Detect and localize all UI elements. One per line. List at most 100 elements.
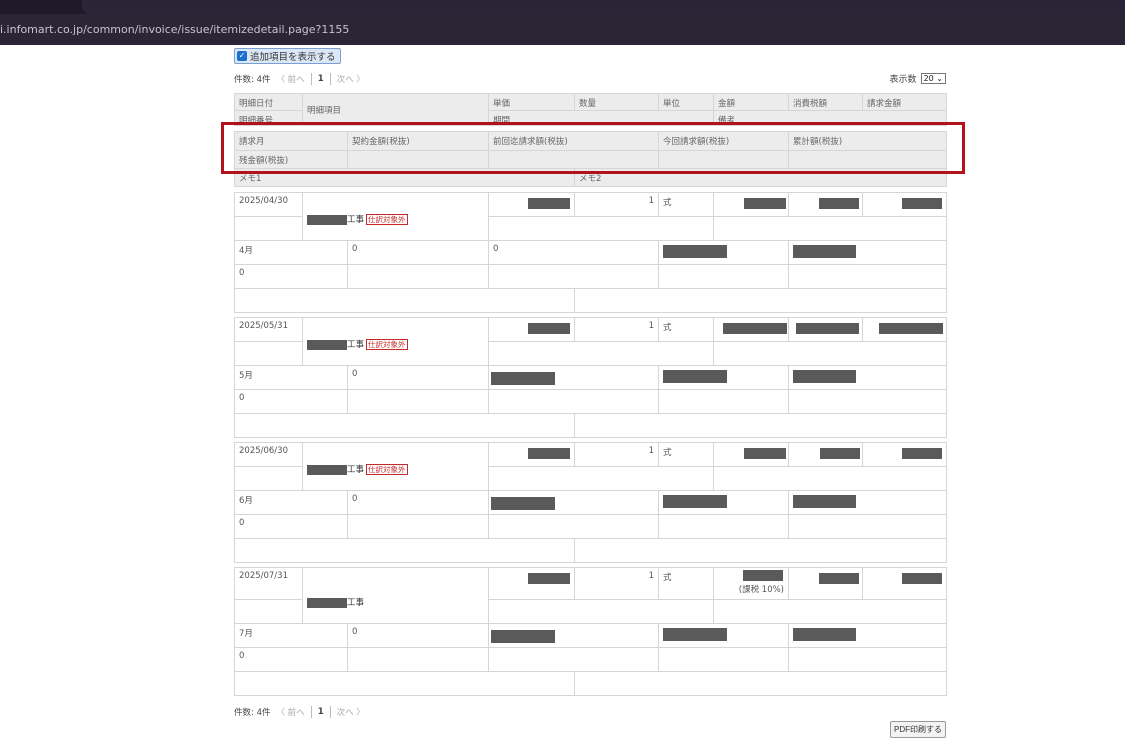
per-page-select[interactable]: 20 ⌄ xyxy=(920,73,946,84)
redacted-value xyxy=(793,370,856,383)
header-previous: 前回迄請求額(税抜) xyxy=(488,131,659,151)
row-memo2 xyxy=(574,538,947,563)
redacted-value xyxy=(902,198,942,209)
row-contract: 0 xyxy=(347,623,489,648)
redacted-value xyxy=(744,198,786,209)
header-number: 明細番号 xyxy=(234,110,303,126)
journal-exclusion-badge: 仕訳対象外 xyxy=(366,339,408,350)
pdf-print-button[interactable]: PDF印刷する xyxy=(890,721,946,738)
header-cumulative: 累計額(税抜) xyxy=(788,131,947,151)
row-memo2 xyxy=(574,413,947,438)
address-bar[interactable]: i.infomart.co.jp/common/invoice/issue/it… xyxy=(0,14,1125,45)
header-empty xyxy=(488,150,659,169)
header-qty: 数量 xyxy=(574,93,659,111)
redacted-value xyxy=(819,198,859,209)
row-item: 工事 仕訳対象外 xyxy=(302,192,489,241)
redacted-value xyxy=(491,497,555,510)
show-additional-items-toggle[interactable]: ✓ 追加項目を表示する xyxy=(234,48,341,64)
row-memo2 xyxy=(574,288,947,313)
row-contract: 0 xyxy=(347,490,489,515)
redacted-value xyxy=(528,573,570,584)
row-qty: 1 xyxy=(574,442,659,467)
row-period xyxy=(488,599,714,624)
row-remaining: 0 xyxy=(234,389,348,414)
row-note xyxy=(713,341,947,366)
record-count: 件数: 4件 xyxy=(234,708,271,718)
prev-link[interactable]: 〈 前へ xyxy=(276,708,305,718)
row-empty xyxy=(347,647,489,672)
pager-top: 件数: 4件 〈 前へ 1 次へ 〉 xyxy=(234,73,365,85)
header-note: 備考 xyxy=(713,110,947,126)
page-number[interactable]: 1 xyxy=(317,74,324,84)
row-empty xyxy=(347,264,489,289)
row-note xyxy=(713,216,947,241)
per-page-value: 20 xyxy=(923,74,934,83)
row-remaining: 0 xyxy=(234,514,348,539)
browser-tab[interactable] xyxy=(82,0,1125,14)
header-memo2: メモ2 xyxy=(574,168,947,187)
redacted-value xyxy=(663,495,727,508)
next-link[interactable]: 次へ 〉 xyxy=(336,708,365,718)
divider xyxy=(310,73,312,85)
redacted-value xyxy=(307,214,347,225)
row-empty xyxy=(488,514,659,539)
row-item: 工事 仕訳対象外 xyxy=(302,317,489,366)
header-empty xyxy=(347,150,489,169)
row-empty xyxy=(347,389,489,414)
row-unit: 式 xyxy=(658,442,714,467)
row-empty xyxy=(347,514,489,539)
row-month: 5月 xyxy=(234,365,348,390)
page-number[interactable]: 1 xyxy=(317,707,324,717)
item-suffix: 工事 xyxy=(347,598,365,608)
prev-link[interactable]: 〈 前へ xyxy=(276,75,305,85)
row-unit: 式 xyxy=(658,317,714,342)
row-empty xyxy=(788,647,947,672)
header-empty xyxy=(788,150,947,169)
row-remaining: 0 xyxy=(234,264,348,289)
toggle-label: 追加項目を表示する xyxy=(250,52,336,63)
header-period: 期間 xyxy=(488,110,714,126)
row-date: 2025/04/30 xyxy=(234,192,303,217)
header-empty xyxy=(658,150,789,169)
row-empty xyxy=(658,264,789,289)
row-date: 2025/07/31 xyxy=(234,567,303,600)
row-unit: 式 xyxy=(658,567,714,600)
header-total: 請求金額 xyxy=(862,93,947,111)
header-amount: 金額 xyxy=(713,93,789,111)
header-tax: 消費税額 xyxy=(788,93,863,111)
row-date: 2025/05/31 xyxy=(234,317,303,342)
row-remaining: 0 xyxy=(234,647,348,672)
record-count: 件数: 4件 xyxy=(234,75,271,85)
redacted-value xyxy=(528,323,570,334)
redacted-value xyxy=(663,628,727,641)
per-page-label: 表示数 xyxy=(889,75,917,85)
redacted-value xyxy=(879,323,943,334)
header-current: 今回請求額(税抜) xyxy=(658,131,789,151)
row-month: 4月 xyxy=(234,240,348,265)
row-empty xyxy=(488,647,659,672)
checkbox-checked-icon[interactable]: ✓ xyxy=(237,51,247,61)
row-month: 7月 xyxy=(234,623,348,648)
row-memo1 xyxy=(234,413,575,438)
divider xyxy=(329,73,331,85)
next-link[interactable]: 次へ 〉 xyxy=(336,75,365,85)
row-empty xyxy=(788,389,947,414)
browser-tab-strip xyxy=(0,0,1125,14)
row-empty xyxy=(788,264,947,289)
item-suffix: 工事 xyxy=(347,215,365,225)
redacted-value xyxy=(528,198,570,209)
row-date: 2025/06/30 xyxy=(234,442,303,467)
row-period xyxy=(488,341,714,366)
header-memo1: メモ1 xyxy=(234,168,575,187)
row-number xyxy=(234,599,303,624)
row-period xyxy=(488,216,714,241)
row-memo2 xyxy=(574,671,947,696)
header-contract: 契約金額(税抜) xyxy=(347,131,489,151)
row-empty xyxy=(488,264,659,289)
row-number xyxy=(234,341,303,366)
item-suffix: 工事 xyxy=(347,465,365,475)
redacted-value xyxy=(820,448,860,459)
row-note xyxy=(713,466,947,491)
row-memo1 xyxy=(234,538,575,563)
redacted-value xyxy=(796,323,859,334)
